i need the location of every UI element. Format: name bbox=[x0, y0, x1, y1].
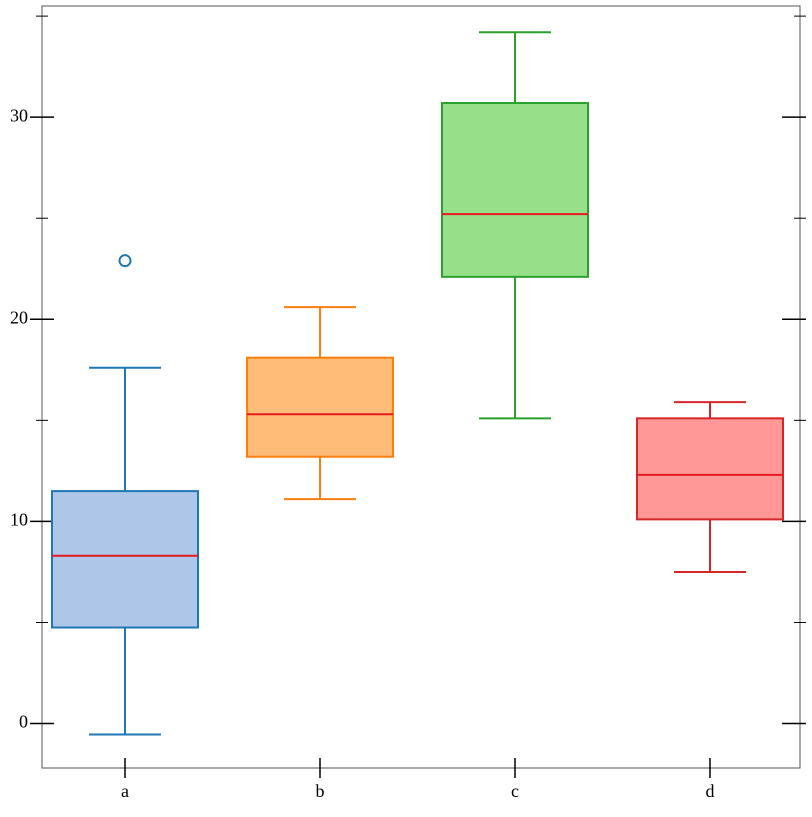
x-tick-label: a bbox=[121, 781, 129, 801]
y-tick-label: 30 bbox=[10, 105, 28, 125]
x-tick-label: c bbox=[511, 781, 519, 801]
y-tick-label: 20 bbox=[10, 307, 28, 327]
box bbox=[441, 102, 589, 278]
x-tick-label: b bbox=[316, 781, 325, 801]
x-tick-label: d bbox=[706, 781, 715, 801]
plot-frame bbox=[41, 5, 801, 769]
y-tick-label: 10 bbox=[10, 510, 28, 530]
box bbox=[636, 417, 784, 521]
y-tick-label: 0 bbox=[19, 712, 28, 732]
box bbox=[51, 490, 199, 629]
flier bbox=[118, 254, 132, 268]
box bbox=[246, 356, 394, 458]
